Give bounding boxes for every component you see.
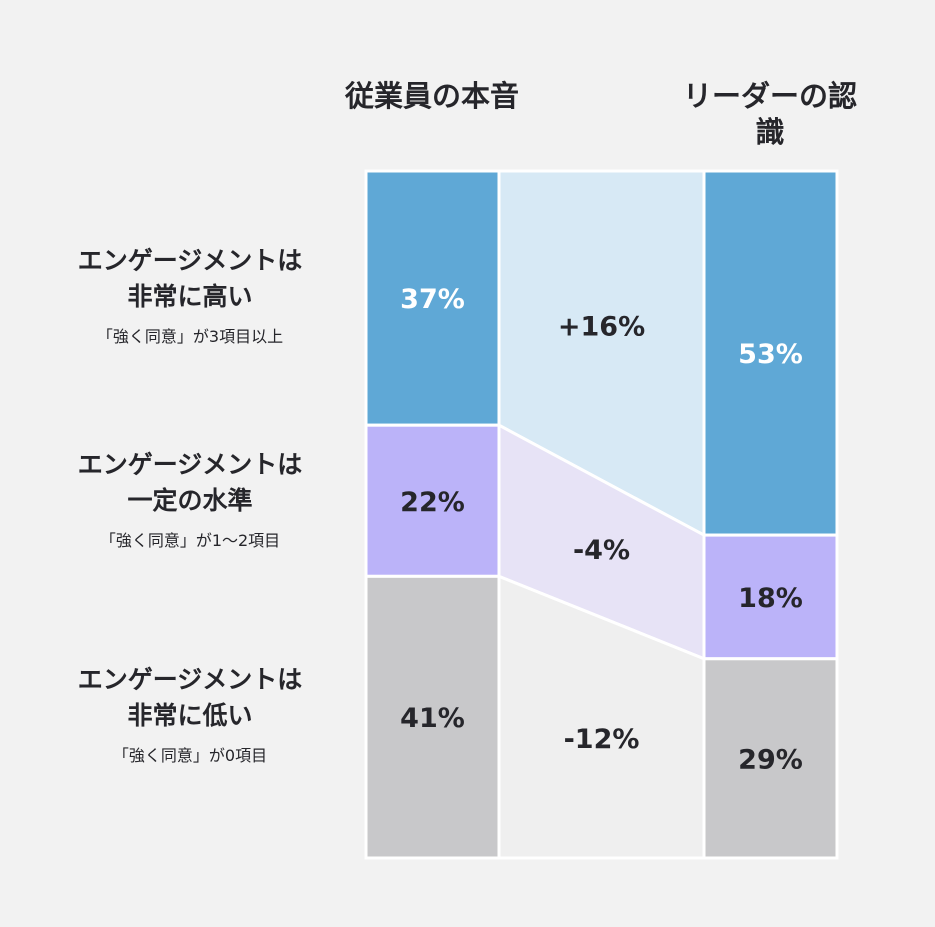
difference-label: -4% bbox=[573, 535, 630, 566]
category-mid: エンゲージメントは 一定の水準 「強く同意」が1〜2項目 bbox=[30, 447, 350, 551]
bar-value-label: 41% bbox=[400, 703, 465, 734]
bar-segment bbox=[702, 169, 839, 537]
category-title: エンゲージメントは bbox=[77, 665, 303, 694]
bar-segment bbox=[364, 574, 501, 860]
bar-segment bbox=[702, 533, 839, 661]
bar-value-label: 29% bbox=[738, 744, 803, 775]
category-title: エンゲージメントは bbox=[77, 450, 303, 479]
category-subtitle: 「強く同意」が0項目 bbox=[112, 746, 268, 765]
difference-label: +16% bbox=[558, 312, 645, 343]
category-subtitle: 「強く同意」が3項目以上 bbox=[96, 327, 284, 346]
bar-value-label: 37% bbox=[400, 284, 465, 315]
category-low: エンゲージメントは 非常に低い 「強く同意」が0項目 bbox=[30, 662, 350, 766]
bar-segment bbox=[702, 657, 839, 860]
column-header-leaders: リーダーの認識 bbox=[682, 79, 857, 149]
category-title: エンゲージメントは bbox=[77, 246, 303, 275]
category-title: 非常に低い bbox=[127, 701, 253, 730]
category-title: 非常に高い bbox=[127, 282, 253, 311]
bar-segment bbox=[364, 423, 501, 578]
difference-label: -12% bbox=[564, 724, 640, 755]
bar-segment bbox=[364, 169, 501, 427]
bar-value-label: 53% bbox=[738, 339, 803, 370]
category-subtitle: 「強く同意」が1〜2項目 bbox=[99, 531, 281, 550]
column-header-employees: 従業員の本音 bbox=[344, 79, 519, 113]
bar-value-label: 18% bbox=[738, 583, 803, 614]
category-title: 一定の水準 bbox=[127, 486, 253, 515]
category-high: エンゲージメントは 非常に高い 「強く同意」が3項目以上 bbox=[30, 243, 350, 347]
bar-value-label: 22% bbox=[400, 487, 465, 518]
